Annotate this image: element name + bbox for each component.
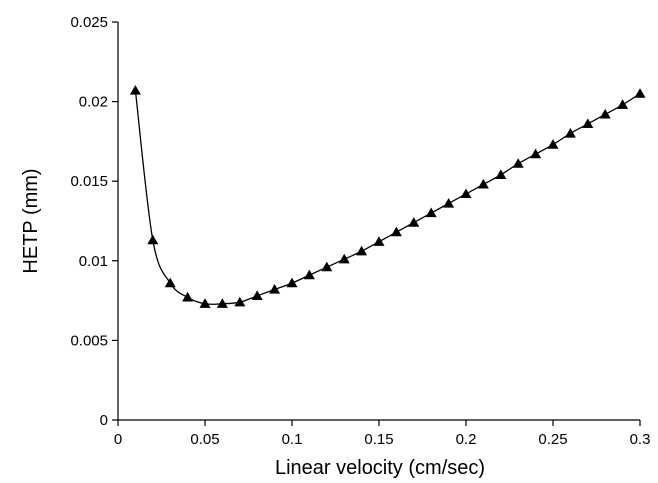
x-tick-label: 0.3 bbox=[630, 431, 651, 448]
data-point-triangle bbox=[408, 217, 419, 227]
data-point-triangle bbox=[582, 118, 593, 128]
axes bbox=[118, 22, 640, 420]
data-point-triangle bbox=[635, 88, 646, 98]
data-point-triangle bbox=[269, 284, 280, 294]
x-tick-label: 0 bbox=[114, 431, 122, 448]
data-point-triangle bbox=[600, 109, 611, 119]
data-point-triangle bbox=[617, 99, 628, 109]
data-point-triangle bbox=[130, 85, 141, 95]
data-point-triangle bbox=[391, 227, 402, 237]
x-ticks: 0 0.05 0.1 0.15 0.2 0.25 0.3 bbox=[114, 420, 651, 448]
data-point-triangle bbox=[426, 208, 437, 218]
data-point-triangle bbox=[321, 262, 332, 272]
data-point-triangle bbox=[147, 235, 158, 245]
data-point-triangle bbox=[165, 278, 176, 288]
data-point-triangle bbox=[461, 188, 472, 198]
data-point-triangle bbox=[287, 278, 298, 288]
y-tick-label: 0.005 bbox=[70, 332, 108, 349]
x-tick-label: 0.2 bbox=[456, 431, 477, 448]
data-point-triangle bbox=[443, 198, 454, 208]
data-point-triangle bbox=[478, 179, 489, 189]
x-tick-label: 0.1 bbox=[282, 431, 303, 448]
data-point-triangle bbox=[356, 246, 367, 256]
data-point-triangle bbox=[374, 236, 385, 246]
data-point-triangle bbox=[495, 169, 506, 179]
series-line bbox=[135, 90, 640, 304]
data-point-triangle bbox=[565, 128, 576, 138]
data-point-triangle bbox=[339, 254, 350, 264]
series bbox=[130, 85, 646, 308]
data-point-triangle bbox=[513, 158, 524, 168]
x-tick-label: 0.25 bbox=[538, 431, 567, 448]
data-point-triangle bbox=[304, 270, 315, 280]
y-tick-label: 0.025 bbox=[70, 14, 108, 31]
x-tick-label: 0.15 bbox=[364, 431, 393, 448]
data-point-triangle bbox=[548, 139, 559, 149]
y-tick-label: 0 bbox=[100, 412, 108, 429]
y-ticks: 0 0.005 0.01 0.015 0.02 0.025 bbox=[70, 14, 118, 429]
y-tick-label: 0.015 bbox=[70, 173, 108, 190]
y-axis-title: HETP (mm) bbox=[20, 168, 42, 273]
x-axis-title: Linear velocity (cm/sec) bbox=[275, 457, 485, 479]
y-tick-label: 0.02 bbox=[79, 94, 108, 111]
x-tick-label: 0.05 bbox=[190, 431, 219, 448]
y-tick-label: 0.01 bbox=[79, 253, 108, 270]
data-point-triangle bbox=[252, 290, 263, 300]
data-point-triangle bbox=[530, 149, 541, 159]
data-point-triangle bbox=[182, 292, 193, 302]
